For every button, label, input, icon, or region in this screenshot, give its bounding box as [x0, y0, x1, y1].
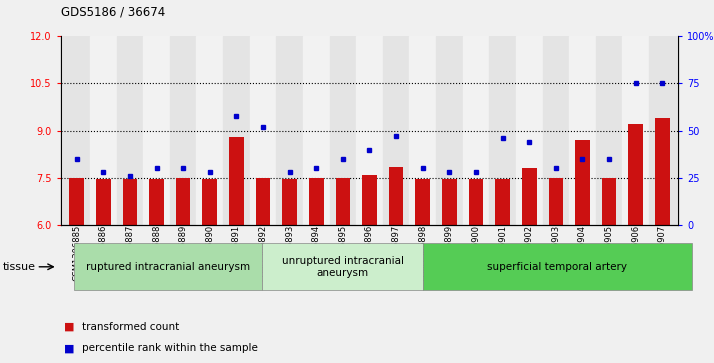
Bar [250, 36, 276, 225]
Bar [90, 36, 116, 225]
Bar [409, 36, 436, 225]
Bar [276, 36, 303, 225]
Bar [628, 125, 643, 225]
Bar [383, 36, 409, 225]
Bar [575, 140, 590, 225]
Bar [595, 36, 623, 225]
Bar [569, 36, 595, 225]
Bar [442, 179, 457, 225]
Bar [69, 178, 84, 225]
Bar [356, 36, 383, 225]
Text: superficial temporal artery: superficial temporal artery [488, 262, 628, 272]
Bar [655, 118, 670, 225]
Bar [389, 167, 403, 225]
Bar [256, 178, 271, 225]
Bar [309, 178, 323, 225]
Bar [149, 179, 164, 225]
Text: ruptured intracranial aneurysm: ruptured intracranial aneurysm [86, 262, 250, 272]
Bar [416, 179, 430, 225]
Bar [116, 36, 144, 225]
Text: percentile rank within the sample: percentile rank within the sample [82, 343, 258, 354]
Bar [176, 178, 191, 225]
Bar [196, 36, 223, 225]
Text: ■: ■ [64, 343, 75, 354]
Text: tissue: tissue [3, 262, 36, 272]
Bar [623, 36, 649, 225]
Text: GDS5186 / 36674: GDS5186 / 36674 [61, 5, 165, 18]
Bar [330, 36, 356, 225]
Bar [282, 179, 297, 225]
Bar [436, 36, 463, 225]
Bar [303, 36, 330, 225]
Bar [203, 179, 217, 225]
Bar [336, 178, 350, 225]
Bar [543, 36, 569, 225]
Bar [649, 36, 675, 225]
Bar [496, 179, 510, 225]
Bar [223, 36, 250, 225]
Bar [548, 178, 563, 225]
Bar [64, 36, 90, 225]
Bar [489, 36, 516, 225]
Bar [516, 36, 543, 225]
Bar [468, 179, 483, 225]
Bar [123, 179, 137, 225]
Bar [144, 36, 170, 225]
Bar [170, 36, 196, 225]
Bar [602, 178, 616, 225]
Bar [522, 168, 536, 225]
Bar [229, 137, 243, 225]
Bar [362, 175, 377, 225]
Bar [463, 36, 489, 225]
Text: transformed count: transformed count [82, 322, 179, 332]
Text: unruptured intracranial
aneurysm: unruptured intracranial aneurysm [281, 256, 403, 278]
Text: ■: ■ [64, 322, 75, 332]
Bar [96, 179, 111, 225]
